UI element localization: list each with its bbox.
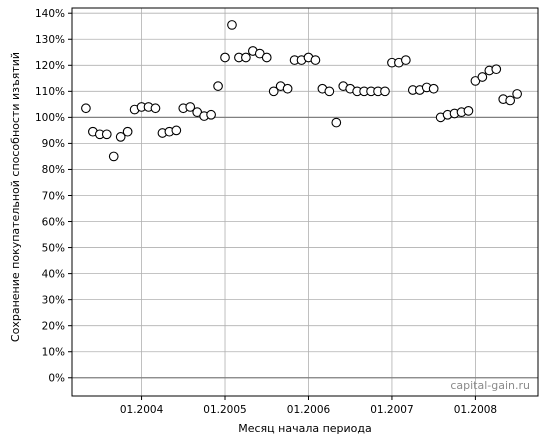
data-point — [214, 82, 223, 91]
data-point — [221, 53, 230, 62]
x-tick-label: 01.2007 — [370, 404, 413, 416]
y-tick-label: 0% — [48, 373, 65, 385]
y-axis-title: Сохранение покупательной способности изъ… — [9, 52, 22, 342]
data-point — [207, 110, 216, 119]
y-tick-label: 90% — [42, 138, 65, 150]
data-point — [478, 73, 487, 82]
x-axis-title: Месяц начала периода — [238, 422, 372, 435]
data-point — [283, 84, 292, 93]
data-point — [429, 84, 438, 93]
y-tick-label: 60% — [42, 216, 65, 228]
y-tick-label: 100% — [35, 112, 65, 124]
data-point — [464, 107, 473, 116]
y-tick-label: 30% — [42, 294, 65, 306]
data-point — [109, 152, 118, 161]
y-tick-label: 110% — [35, 86, 65, 98]
y-tick-label: 50% — [42, 242, 65, 254]
x-tick-label: 01.2004 — [120, 404, 164, 416]
data-point — [262, 53, 271, 62]
data-point — [492, 65, 501, 74]
data-point — [332, 118, 341, 127]
x-tick-label: 01.2008 — [454, 404, 497, 416]
data-point — [228, 21, 237, 30]
data-point — [242, 53, 251, 62]
y-tick-label: 70% — [42, 190, 65, 202]
data-point — [102, 130, 111, 139]
data-point — [172, 126, 181, 135]
data-point — [381, 87, 390, 96]
y-tick-label: 130% — [35, 34, 65, 46]
data-point — [123, 127, 132, 136]
y-tick-label: 10% — [42, 347, 65, 359]
y-tick-label: 120% — [35, 60, 65, 72]
data-point — [513, 90, 522, 99]
y-tick-label: 40% — [42, 268, 65, 280]
data-point — [82, 104, 91, 113]
data-point — [325, 87, 334, 96]
y-tick-label: 80% — [42, 164, 65, 176]
y-tick-label: 140% — [35, 8, 65, 20]
x-tick-label: 01.2006 — [287, 404, 331, 416]
data-point — [506, 96, 515, 105]
y-tick-label: 20% — [42, 320, 65, 332]
data-point — [151, 104, 160, 113]
watermark-text: capital-gain.ru — [450, 379, 530, 392]
data-point — [402, 56, 411, 65]
x-tick-label: 01.2005 — [203, 404, 246, 416]
data-point — [311, 56, 320, 65]
